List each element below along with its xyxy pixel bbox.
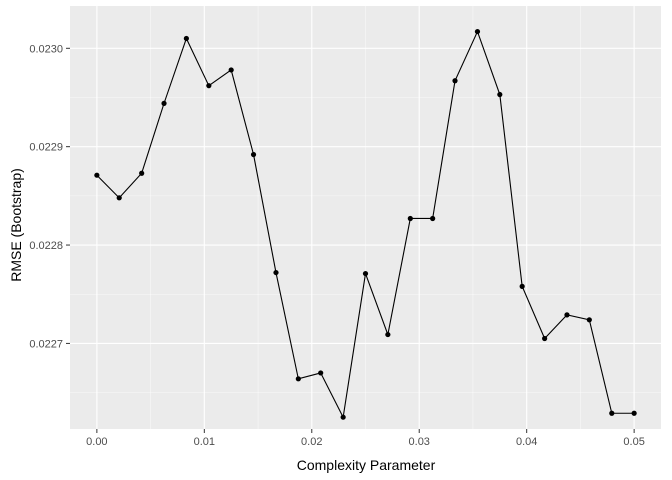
data-point [139, 170, 145, 176]
data-point [586, 317, 592, 323]
y-axis-title: RMSE (Bootstrap) [8, 168, 24, 282]
data-point [609, 410, 615, 416]
x-tick-label: 0.05 [623, 436, 644, 448]
data-point [116, 195, 122, 201]
data-point [250, 151, 257, 158]
y-tick-label: 0.0230 [29, 43, 63, 55]
data-point [161, 100, 167, 106]
tick-labels: 0.00 0.01 0.02 0.03 0.04 0.05 0.0227 0.0228 0.02… [29, 43, 645, 448]
data-point [228, 67, 234, 73]
x-axis-title: Complexity Parameter [297, 457, 436, 473]
data-point [94, 172, 100, 178]
data-point [542, 335, 548, 342]
data-point [497, 91, 503, 98]
x-tick-label: 0.00 [86, 436, 107, 448]
x-tick-label: 0.04 [516, 436, 537, 448]
data-point [564, 312, 570, 318]
data-point [407, 215, 413, 222]
data-point [273, 269, 279, 276]
series-points [94, 28, 637, 420]
x-tick-label: 0.02 [301, 436, 322, 448]
y-tick-label: 0.0229 [29, 142, 63, 154]
data-point [452, 78, 458, 84]
data-point [318, 370, 324, 376]
data-point [631, 410, 637, 416]
major-gridlines [70, 6, 661, 429]
data-point [519, 283, 525, 289]
data-point [206, 83, 212, 89]
axis-ticks [66, 47, 635, 433]
minor-gridlines [70, 6, 661, 429]
y-tick-label: 0.0227 [29, 338, 63, 350]
x-tick-label: 0.03 [409, 436, 430, 448]
data-point [385, 331, 391, 338]
data-point [183, 35, 189, 42]
x-tick-label: 0.01 [194, 436, 215, 448]
data-point [430, 215, 436, 222]
data-point [340, 414, 346, 420]
data-point [362, 270, 369, 277]
data-point [295, 376, 301, 382]
data-point [474, 28, 481, 35]
y-tick-label: 0.0228 [29, 240, 63, 252]
